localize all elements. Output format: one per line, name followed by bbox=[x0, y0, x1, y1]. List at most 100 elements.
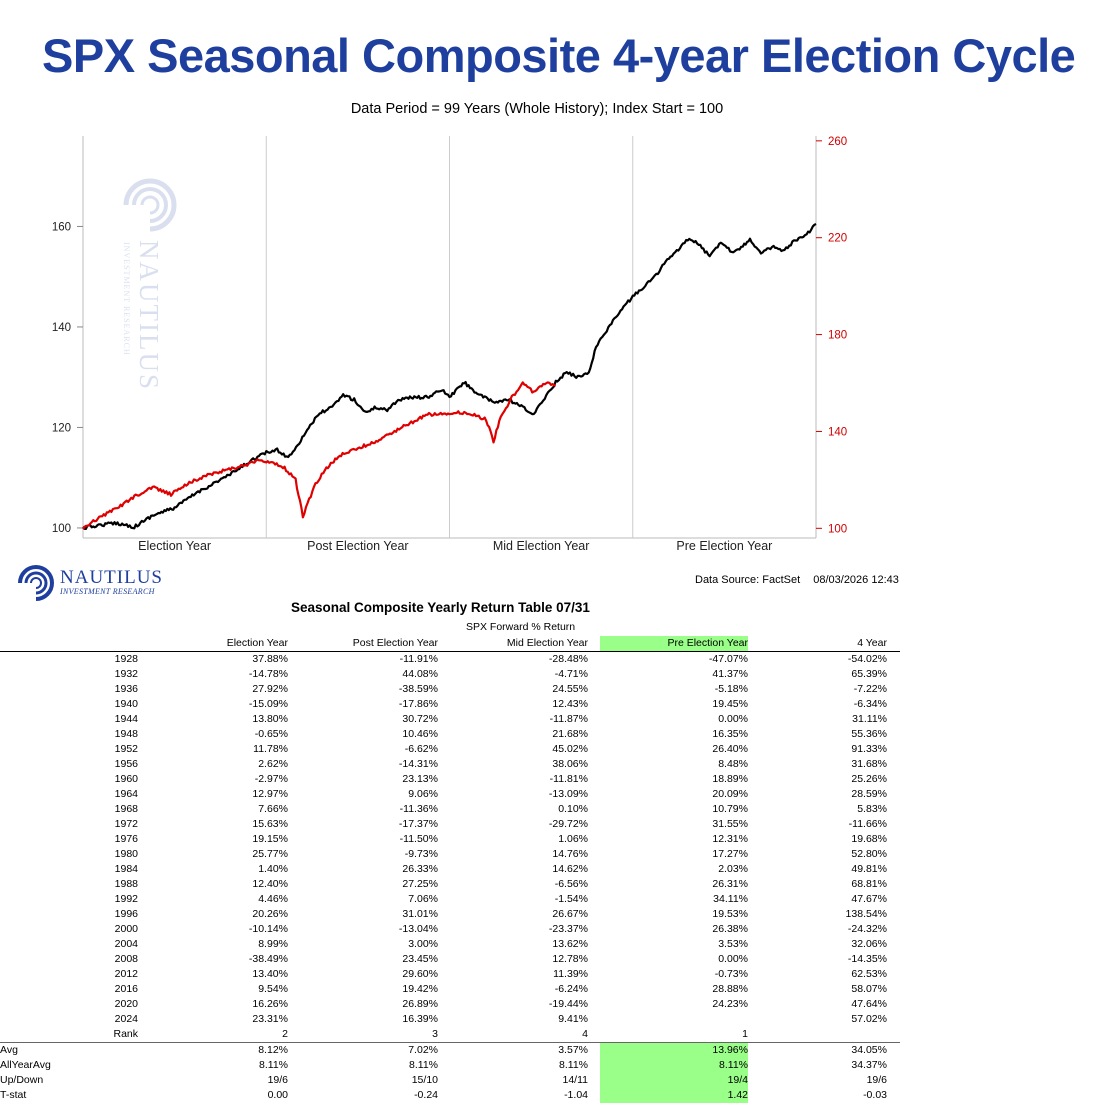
table-cell: -9.73% bbox=[404, 848, 438, 860]
table-cell: -6.24% bbox=[554, 983, 588, 995]
table-cell: 19.45% bbox=[712, 698, 748, 710]
table-row: 1976 19.15% -11.50% 1.06% 12.31% 19.68% bbox=[0, 832, 900, 847]
rank-label: Rank bbox=[113, 1028, 138, 1040]
table-cell: 9.41% bbox=[558, 1013, 588, 1025]
table-cell: 68.81% bbox=[851, 878, 887, 890]
table-cell: 12.97% bbox=[252, 788, 288, 800]
table-cell: 26.67% bbox=[552, 908, 588, 920]
column-header: Mid Election Year bbox=[506, 637, 588, 649]
table-cell: -19.44% bbox=[548, 998, 588, 1010]
table-cell: -13.04% bbox=[398, 923, 438, 935]
table-cell: 28.88% bbox=[712, 983, 748, 995]
watermark-logo: NAUTILUS INVESTMENT RESEARCH bbox=[122, 178, 177, 391]
source-date: 08/03/2026 12:43 bbox=[813, 574, 899, 586]
table-cell: -11.91% bbox=[399, 653, 438, 665]
table-cell: 21.68% bbox=[552, 728, 588, 740]
table-cell: -11.87% bbox=[549, 713, 588, 725]
table-cell: -29.72% bbox=[548, 818, 588, 830]
table-cell: 49.81% bbox=[851, 863, 887, 875]
table-cell: -54.02% bbox=[847, 653, 887, 665]
table-cell: 8.48% bbox=[718, 758, 748, 770]
table-cell: 24.55% bbox=[552, 683, 588, 695]
summary-row: Avg 8.12% 7.02% 3.57% 13.96% 34.05% bbox=[0, 1043, 900, 1058]
table-cell: 19/6 bbox=[866, 1074, 887, 1086]
table-cell: 44.08% bbox=[402, 668, 438, 680]
table-cell: -11.50% bbox=[399, 833, 438, 845]
table-row: 1972 15.63% -17.37% -29.72% 31.55% -11.66% bbox=[0, 817, 900, 832]
table-cell: -11.66% bbox=[848, 818, 887, 830]
table-cell: -11.36% bbox=[399, 803, 438, 815]
table-cell: 0.10% bbox=[558, 803, 588, 815]
table-cell: 31.11% bbox=[852, 713, 887, 725]
right-tick-label: 100 bbox=[828, 523, 847, 535]
table-cell: 8.11% bbox=[259, 1059, 288, 1071]
table-cell: 26.31% bbox=[712, 878, 748, 890]
table-cell: 23.31% bbox=[252, 1013, 288, 1025]
table-row: 2024 23.31% 16.39% 9.41% 57.02% bbox=[0, 1012, 900, 1027]
table-cell: 28.59% bbox=[851, 788, 887, 800]
table-cell: 34.05% bbox=[851, 1044, 887, 1056]
table-row: 2020 16.26% 26.89% -19.44% 24.23% 47.64% bbox=[0, 997, 900, 1012]
table-cell: 13.62% bbox=[552, 938, 588, 950]
x-category-label: Mid Election Year bbox=[493, 539, 590, 553]
table-cell: 7.02% bbox=[408, 1044, 438, 1056]
summary-label: T-stat bbox=[0, 1089, 27, 1101]
table-cell: 57.02% bbox=[851, 1013, 887, 1025]
page-title: SPX Seasonal Composite 4-year Election C… bbox=[42, 29, 1076, 82]
table-cell: 0.00% bbox=[718, 713, 748, 725]
table-cell: -1.54% bbox=[554, 893, 588, 905]
table-cell: -6.62% bbox=[404, 743, 438, 755]
year-cell: 1996 bbox=[114, 908, 138, 920]
table-cell: -0.65% bbox=[254, 728, 288, 740]
table-title: Seasonal Composite Yearly Return Table 0… bbox=[291, 600, 590, 615]
summary-row: AllYearAvg 8.11% 8.11% 8.11% 8.11% 34.37% bbox=[0, 1058, 900, 1073]
year-cell: 1992 bbox=[114, 893, 138, 905]
table-cell: 19.15% bbox=[252, 833, 288, 845]
table-cell: 1.40% bbox=[258, 863, 288, 875]
table-cell: 23.45% bbox=[402, 953, 438, 965]
table-row: 1992 4.46% 7.06% -1.54% 34.11% 47.67% bbox=[0, 892, 900, 907]
year-cell: 2008 bbox=[114, 953, 138, 965]
table-cell: -0.03 bbox=[863, 1089, 887, 1101]
right-tick-label: 180 bbox=[828, 330, 847, 342]
table-cell: -0.73% bbox=[714, 968, 748, 980]
table-cell: 4 bbox=[582, 1028, 588, 1040]
table-cell: 20.26% bbox=[252, 908, 288, 920]
table-cell: -24.32% bbox=[847, 923, 887, 935]
table-row: 1964 12.97% 9.06% -13.09% 20.09% 28.59% bbox=[0, 787, 900, 802]
summary-label: Avg bbox=[0, 1044, 18, 1056]
table-cell: 26.38% bbox=[712, 923, 748, 935]
table-row: 1928 37.88% -11.91% -28.48% -47.07% -54.02% bbox=[0, 652, 900, 667]
table-cell: 47.64% bbox=[851, 998, 887, 1010]
table-subtitle: SPX Forward % Return bbox=[466, 621, 576, 633]
table-cell: 13.40% bbox=[252, 968, 288, 980]
summary-row: T-stat 0.00 -0.24 -1.04 1.42 -0.03 bbox=[0, 1088, 900, 1103]
table-cell: 26.89% bbox=[402, 998, 438, 1010]
table-cell: -15.09% bbox=[248, 698, 288, 710]
table-row: 2012 13.40% 29.60% 11.39% -0.73% 62.53% bbox=[0, 967, 900, 982]
return-table: Election Year Post Election Year Mid Ele… bbox=[0, 636, 900, 1103]
table-cell: 31.68% bbox=[851, 758, 887, 770]
year-cell: 1952 bbox=[114, 743, 138, 755]
table-row: 2016 9.54% 19.42% -6.24% 28.88% 58.07% bbox=[0, 982, 900, 997]
table-cell: 8.11% bbox=[409, 1059, 438, 1071]
table-cell: 38.06% bbox=[552, 758, 588, 770]
year-cell: 2000 bbox=[114, 923, 138, 935]
table-cell: 16.35% bbox=[712, 728, 748, 740]
year-cell: 1964 bbox=[114, 788, 138, 800]
table-row: 1996 20.26% 31.01% 26.67% 19.53% 138.54% bbox=[0, 907, 900, 922]
year-cell: 1980 bbox=[114, 848, 138, 860]
year-cell: 1960 bbox=[114, 773, 138, 785]
composite-series-line bbox=[82, 222, 817, 531]
table-cell: 19/6 bbox=[267, 1074, 288, 1086]
year-cell: 1984 bbox=[114, 863, 138, 875]
table-cell: 31.01% bbox=[402, 908, 438, 920]
year-cell: 1944 bbox=[114, 713, 138, 725]
table-cell: 91.33% bbox=[851, 743, 887, 755]
table-cell: -10.14% bbox=[248, 923, 288, 935]
table-cell bbox=[600, 1012, 748, 1027]
table-row: 1936 27.92% -38.59% 24.55% -5.18% -7.22% bbox=[0, 682, 900, 697]
x-category-label: Post Election Year bbox=[307, 539, 408, 553]
table-cell: 12.78% bbox=[552, 953, 588, 965]
table-cell: -7.22% bbox=[853, 683, 887, 695]
